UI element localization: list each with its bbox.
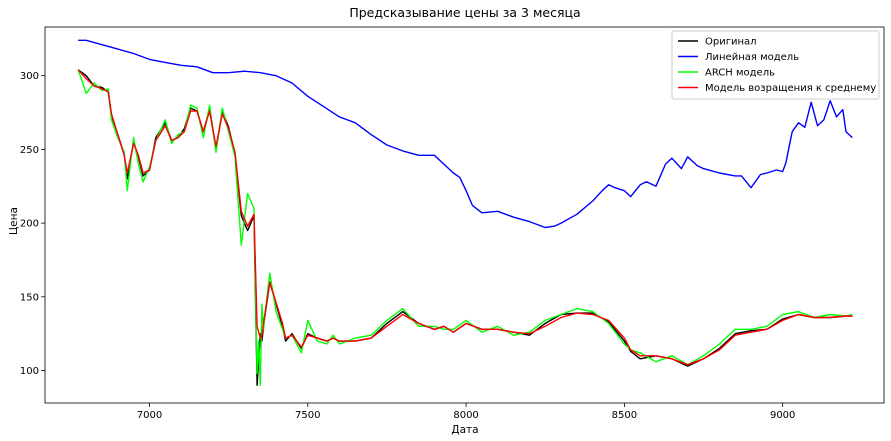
x-tick-label: 7500 [295, 410, 320, 421]
y-tick-label: 200 [20, 219, 39, 230]
x-tick-label: 8500 [612, 410, 637, 421]
x-tick-label: 9000 [770, 410, 795, 421]
series-line-3 [77, 69, 853, 366]
y-tick-label: 100 [20, 366, 39, 377]
series-line-2 [77, 69, 853, 386]
legend-label-2: ARCH модель [705, 68, 775, 79]
legend-label-0: Оригинал [705, 37, 757, 48]
plot-area [44, 26, 885, 404]
legend-label-1: Линейная модель [705, 52, 799, 63]
legend-label-3: Модель возращения к среднему [705, 83, 876, 94]
legend: Оригинал Линейная модель ARCH модель Модель… [671, 30, 880, 100]
y-tick-label: 250 [20, 145, 39, 156]
legend-box [671, 30, 880, 100]
y-tick-label: 300 [20, 71, 39, 82]
y-axis-label: Цена [8, 207, 20, 235]
series-line-0 [77, 69, 853, 386]
chart-title: Предсказывание цены за 3 месяца [349, 5, 580, 20]
x-tick-label: 8000 [453, 410, 478, 421]
x-tick-label: 7000 [137, 410, 162, 421]
axes-frame [44, 26, 885, 404]
x-axis-label: Дата [451, 424, 478, 436]
y-tick-label: 150 [20, 292, 39, 303]
x-axis: 7000 7500 8000 8500 9000 [137, 403, 795, 421]
y-axis: 100 150 200 250 300 [20, 71, 45, 377]
series-line-1 [78, 39, 853, 229]
